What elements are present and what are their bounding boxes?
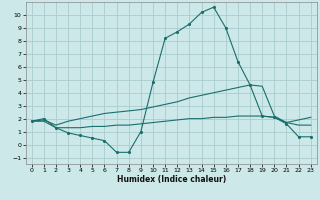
X-axis label: Humidex (Indice chaleur): Humidex (Indice chaleur) (116, 175, 226, 184)
